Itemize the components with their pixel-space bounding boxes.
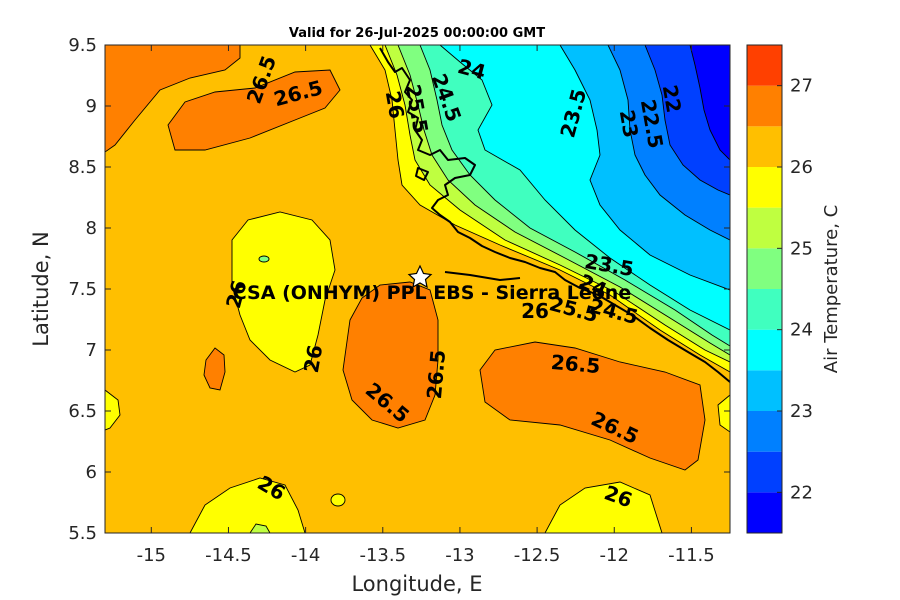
colorbar-swatch xyxy=(747,451,782,493)
colorbar-swatch xyxy=(747,45,782,86)
colorbar-swatch xyxy=(747,329,782,371)
y-tick-label: 6 xyxy=(86,462,97,483)
x-tick-label: -14.5 xyxy=(205,545,252,566)
coastline-island xyxy=(444,271,521,281)
contour-label: 23 xyxy=(615,108,643,140)
patch-26-rightedge xyxy=(717,394,730,433)
plot-area xyxy=(105,45,730,533)
colorbar-swatch xyxy=(747,492,782,533)
y-tick-label: 9 xyxy=(86,96,97,117)
x-tick-label: -13 xyxy=(445,545,474,566)
colorbar xyxy=(747,45,782,533)
patch-26-dot1 xyxy=(330,493,346,507)
patch-26-southeast xyxy=(544,481,663,533)
patch-26.5-southeast xyxy=(479,341,706,471)
y-tick-label: 8.5 xyxy=(68,157,97,178)
x-tick-label: -12 xyxy=(600,545,629,566)
y-tick-label: 5.5 xyxy=(68,523,97,544)
patch-26-dot2 xyxy=(258,255,270,263)
colorbar-tick-label: 24 xyxy=(790,320,813,341)
contour-label: 26.5 xyxy=(422,349,450,400)
y-tick-label: 7.5 xyxy=(68,279,97,300)
patch-26-west xyxy=(231,211,336,373)
x-tick-label: -14 xyxy=(291,545,320,566)
colorbar-tick-label: 22 xyxy=(790,482,813,503)
x-tick-label: -11.5 xyxy=(668,545,715,566)
x-tick-label: -15 xyxy=(137,545,166,566)
patch-26-edge xyxy=(105,389,121,431)
colorbar-tick-label: 23 xyxy=(790,401,813,422)
patch-26-south xyxy=(189,477,306,533)
colorbar-tick-label: 26 xyxy=(790,157,813,178)
colorbar-label: Air Temperature, C xyxy=(821,205,842,373)
colorbar-swatch xyxy=(747,248,782,289)
x-axis: -15 -14.5 -14 -13.5 -13 -12.5 -12 -11.5 xyxy=(137,45,715,566)
chart-title: Valid for 26-Jul-2025 00:00:00 GMT xyxy=(289,26,545,41)
patch-26.5-north xyxy=(167,69,341,151)
site-label: CSA (ONHYM) PPL EBS - Sierra Leone xyxy=(233,282,631,304)
y-axis: 9.5 9 8.5 8 7.5 7 6.5 6 5.5 xyxy=(68,35,730,544)
patch-26.5-topleft xyxy=(105,45,241,153)
patch-26.5-centre xyxy=(342,281,439,429)
y-axis-label: Latitude, N xyxy=(29,231,53,347)
colorbar-swatch xyxy=(747,370,782,411)
site-star-icon xyxy=(407,264,433,289)
patch-26.5-small xyxy=(203,347,226,391)
colorbar-swatch xyxy=(747,126,782,167)
colorbar-ticks: 27 26 25 24 23 22 xyxy=(777,76,813,503)
colorbar-tick-label: 25 xyxy=(790,238,813,259)
colorbar-swatch xyxy=(747,167,782,208)
x-tick-label: -12.5 xyxy=(514,545,561,566)
coastline xyxy=(379,47,730,383)
coastline-inlet xyxy=(415,167,429,181)
colorbar-frame xyxy=(746,44,783,534)
x-axis-label: Longitude, E xyxy=(351,572,482,596)
y-tick-label: 8 xyxy=(86,218,97,239)
contour-label: 22 xyxy=(658,83,686,115)
colorbar-swatch xyxy=(747,289,782,330)
contour-label: 26 xyxy=(299,343,327,375)
y-tick-label: 9.5 xyxy=(68,35,97,56)
colorbar-tick-label: 27 xyxy=(790,76,813,97)
colorbar-swatch xyxy=(747,85,782,127)
x-tick-label: -13.5 xyxy=(359,545,406,566)
colorbar-swatch xyxy=(747,411,782,452)
y-tick-label: 6.5 xyxy=(68,401,97,422)
patch-25.5-south xyxy=(249,523,271,533)
band-21.5-22 xyxy=(689,45,730,161)
contour-label: 26.5 xyxy=(550,350,601,378)
y-tick-label: 7 xyxy=(86,340,97,361)
colorbar-swatch xyxy=(747,207,782,249)
contour-label: 26 xyxy=(381,89,409,121)
contour-label: 26 xyxy=(521,299,549,323)
